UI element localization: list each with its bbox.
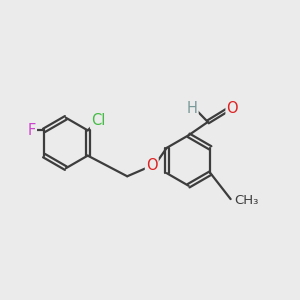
Text: O: O [226,101,238,116]
Text: H: H [187,101,197,116]
Text: O: O [146,158,158,173]
Text: F: F [28,123,36,138]
Text: Cl: Cl [91,113,105,128]
Text: CH₃: CH₃ [234,194,259,207]
